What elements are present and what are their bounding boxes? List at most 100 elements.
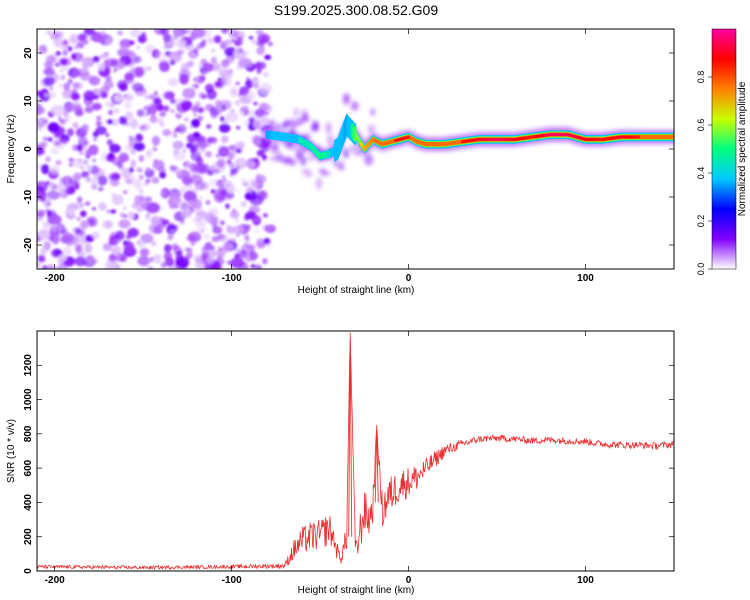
noise-blob [139,248,150,257]
noise-blob [145,178,151,184]
noise-blob [147,105,158,115]
noise-blob [196,205,204,213]
colorbar-ticks: 0.0 0.2 0.4 0.6 0.8 [696,71,712,276]
noise-blob [103,59,110,67]
noise-blob [230,109,234,113]
ridge-halo-blob [288,118,298,129]
noise-blob [180,201,189,212]
ridge-halo-blob [338,164,345,171]
colorbar-tick-label: 0.6 [696,119,706,132]
noise-blob [181,127,185,132]
ridge-halo-blob [316,177,322,190]
noise-blob [84,105,94,113]
noise-blob [55,51,61,56]
noise-blob [230,257,245,269]
noise-blob [106,119,113,125]
noise-blob [182,87,196,99]
ridge-halo-blob [290,145,299,151]
noise-blob [91,158,97,163]
noise-blob [72,82,80,89]
noise-blob [207,36,214,44]
colorbar-tick-label: 0.0 [696,263,706,276]
noise-blob [91,207,97,211]
noise-blob [138,174,144,181]
noise-blob [244,235,250,241]
noise-blob [37,228,50,240]
ridge-halo-blob [348,144,358,154]
noise-blob [153,225,162,234]
noise-blob [134,194,147,206]
noise-blob [144,168,155,178]
noise-blob [255,238,266,249]
noise-blob [81,123,89,133]
noise-blob [243,224,251,230]
noise-blob [216,158,226,168]
noise-blob [201,94,207,99]
noise-blobs [37,29,277,269]
spectrogram-ytick-label: 10 [23,95,34,107]
noise-blob [115,230,125,241]
noise-blob [262,258,268,265]
noise-blob [207,136,214,143]
noise-blob [196,212,200,216]
noise-blob [235,188,240,192]
noise-blob [183,160,191,169]
noise-blob [126,50,135,58]
noise-blob [62,50,68,56]
noise-blob [44,93,48,97]
noise-blob [136,167,144,173]
noise-blob [142,114,148,118]
colorbar-tick-label: 0.2 [696,215,706,228]
noise-blob [193,112,197,117]
ridge-halo-blob [293,108,300,117]
noise-blob [49,31,59,41]
noise-blob [63,111,69,117]
noise-blob [109,143,121,153]
noise-blob [213,35,222,44]
noise-blob [57,254,67,262]
noise-blob [71,157,85,168]
noise-blob [134,66,145,78]
noise-blob [163,44,169,50]
noise-blob [53,249,61,257]
noise-blob [111,192,116,197]
noise-blob [259,122,264,127]
noise-blob [163,105,170,112]
noise-blob [145,212,151,218]
noise-blob [43,67,55,76]
snr-series-line [37,339,674,571]
spectrogram-xtick-label: 0 [406,273,412,284]
noise-blob [191,29,206,39]
noise-blob [127,227,139,238]
noise-blob [184,247,190,252]
noise-blob [202,62,214,73]
noise-blob [236,47,244,54]
noise-blob [72,144,78,152]
noise-blob [151,135,161,146]
noise-blob [229,86,238,94]
noise-blob [47,214,62,226]
noise-blob [261,154,268,161]
noise-blob [198,195,203,201]
noise-blob [235,218,239,223]
noise-blob [80,171,90,178]
noise-blob [76,216,81,221]
noise-blob [156,117,164,124]
snr-ytick-label: 800 [23,425,34,442]
ridge-halo-blob [333,160,338,166]
noise-blob [221,135,229,143]
noise-blob [245,160,256,168]
noise-blob [137,255,150,267]
noise-blob [98,64,106,72]
noise-blob [130,159,137,168]
noise-blob [186,60,195,68]
noise-blob [245,78,253,89]
noise-blob [132,55,142,64]
ridge-halo-blob [265,140,272,150]
noise-blob [253,228,260,235]
noise-blob [206,256,215,265]
noise-blob [56,263,68,269]
noise-blob [37,209,46,218]
